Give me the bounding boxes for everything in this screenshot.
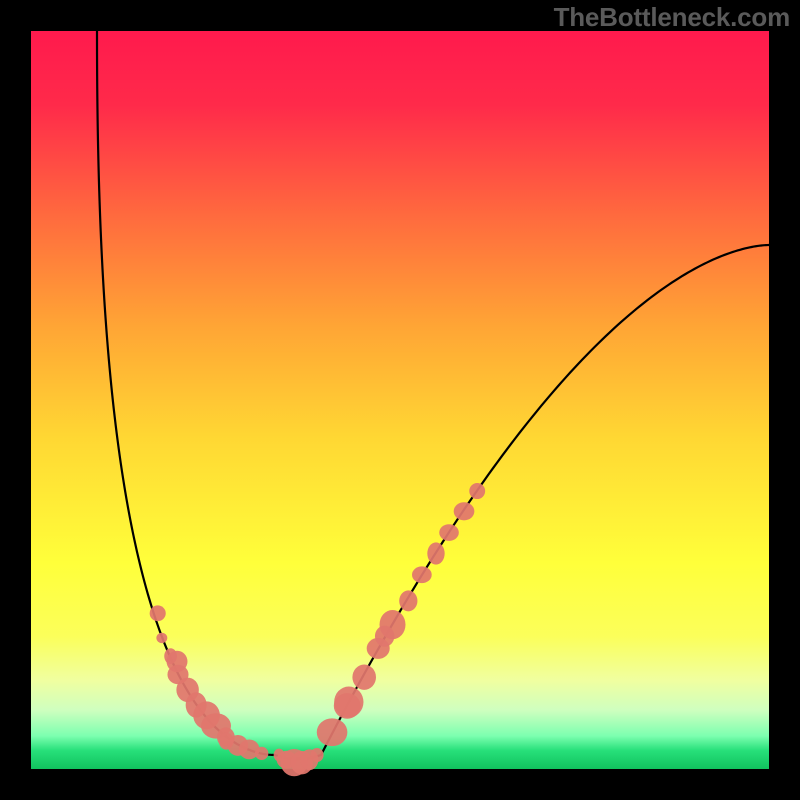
data-marker — [334, 693, 361, 719]
data-marker — [219, 733, 234, 750]
plot-area — [31, 31, 769, 769]
data-marker — [439, 524, 459, 541]
data-marker — [412, 566, 432, 583]
bottleneck-chart — [0, 0, 800, 800]
watermark-text: TheBottleneck.com — [554, 2, 790, 33]
data-marker — [352, 665, 376, 690]
data-marker — [167, 651, 188, 672]
data-marker — [399, 590, 417, 611]
data-marker — [156, 633, 167, 643]
data-marker — [310, 748, 323, 762]
data-marker — [427, 542, 444, 564]
data-marker — [150, 605, 166, 621]
data-marker — [375, 626, 394, 647]
data-marker — [469, 483, 485, 499]
data-marker — [454, 502, 475, 520]
data-marker — [317, 718, 348, 746]
data-marker — [255, 747, 268, 760]
